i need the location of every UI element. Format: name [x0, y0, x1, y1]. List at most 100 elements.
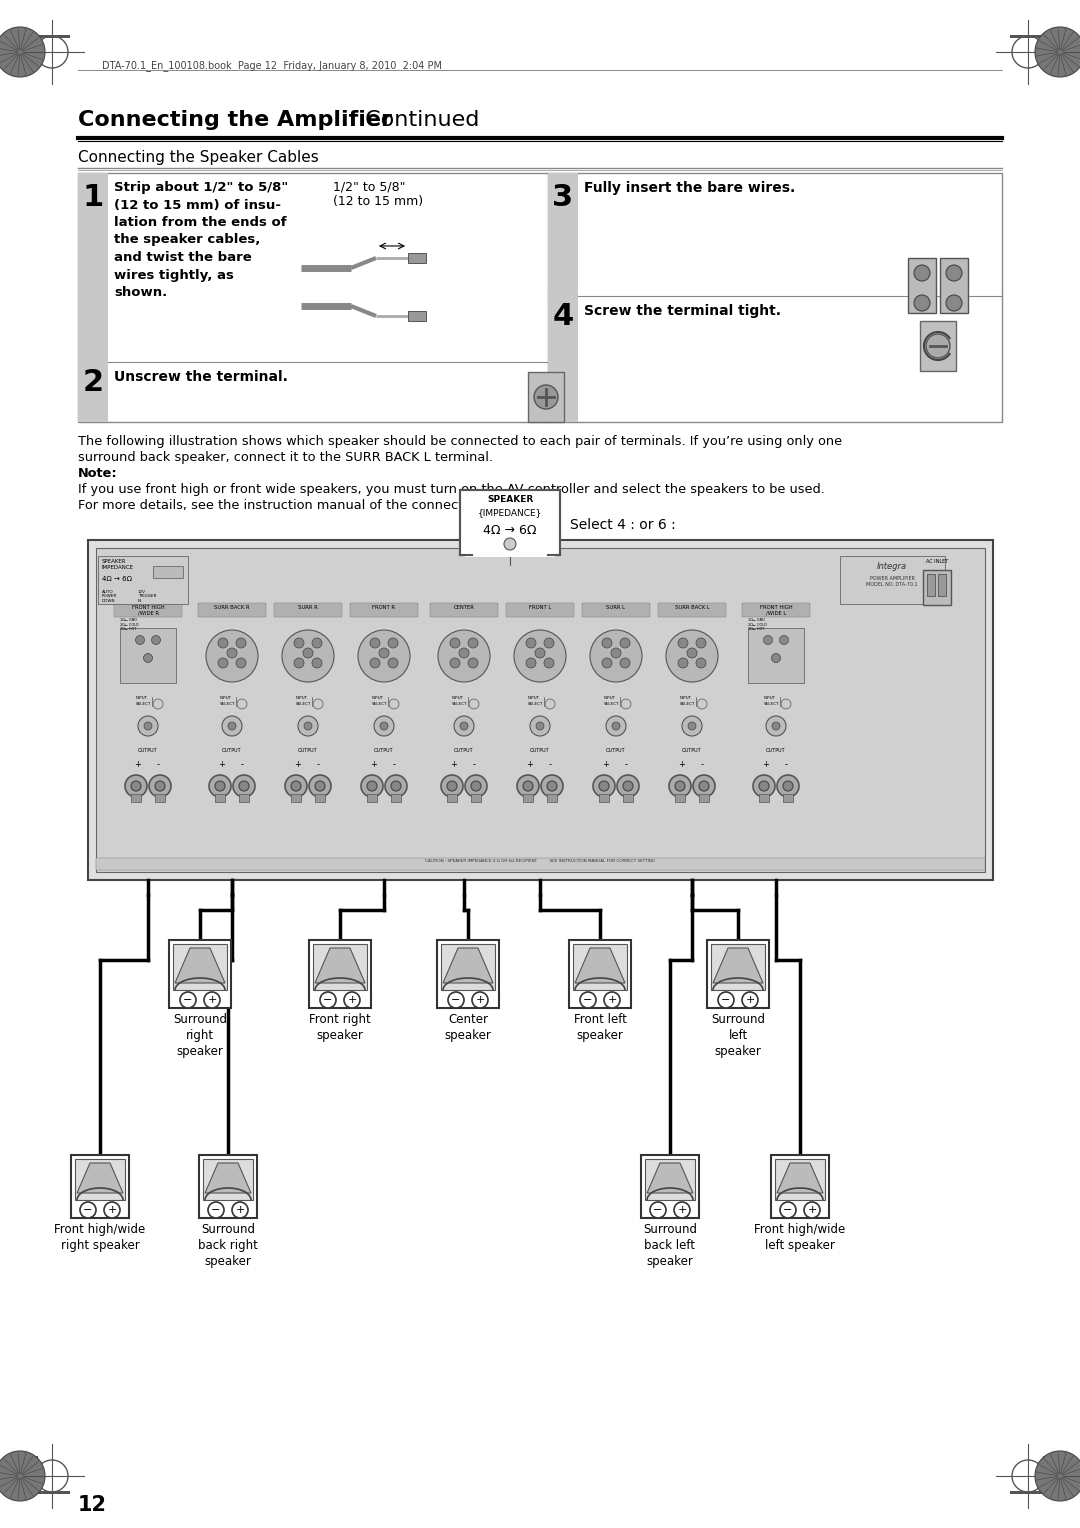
- Circle shape: [545, 698, 555, 709]
- Text: SPEAKER: SPEAKER: [487, 495, 534, 504]
- Bar: [131, 795, 141, 802]
- Circle shape: [379, 648, 389, 659]
- Bar: [707, 940, 769, 1008]
- Circle shape: [345, 992, 360, 1008]
- Bar: [582, 604, 650, 617]
- Polygon shape: [77, 1163, 123, 1193]
- Circle shape: [228, 723, 237, 730]
- Circle shape: [781, 698, 791, 709]
- Circle shape: [611, 648, 621, 659]
- Bar: [35, 1456, 38, 1491]
- Text: Front left
speaker: Front left speaker: [573, 1013, 626, 1042]
- Circle shape: [454, 717, 474, 736]
- Bar: [1010, 35, 1045, 38]
- Circle shape: [156, 781, 165, 792]
- Bar: [35, 1491, 70, 1493]
- Text: +: +: [607, 995, 617, 1005]
- Text: 12: 12: [78, 1494, 107, 1514]
- Circle shape: [309, 775, 330, 798]
- Circle shape: [438, 630, 490, 681]
- Text: AC INLET: AC INLET: [926, 559, 948, 564]
- Bar: [291, 795, 301, 802]
- Bar: [642, 1155, 699, 1218]
- Circle shape: [391, 781, 401, 792]
- Circle shape: [780, 636, 788, 645]
- Text: OUTPUT: OUTPUT: [683, 749, 702, 753]
- Text: +: +: [745, 995, 755, 1005]
- Circle shape: [526, 659, 536, 668]
- Text: SELECT: SELECT: [372, 701, 388, 706]
- Bar: [645, 1160, 696, 1199]
- Text: SELECT: SELECT: [528, 701, 543, 706]
- Text: +: +: [348, 995, 356, 1005]
- Text: OUTPUT: OUTPUT: [606, 749, 625, 753]
- Circle shape: [742, 992, 758, 1008]
- Text: SURR L: SURR L: [607, 605, 625, 610]
- Circle shape: [459, 648, 469, 659]
- Text: +: +: [450, 759, 458, 769]
- Text: Center
speaker: Center speaker: [445, 1013, 491, 1042]
- Text: Note:: Note:: [78, 468, 118, 480]
- Bar: [771, 1155, 829, 1218]
- Text: INPUT: INPUT: [528, 695, 540, 700]
- Bar: [658, 604, 726, 617]
- Text: −: −: [721, 995, 731, 1005]
- Circle shape: [696, 639, 706, 648]
- Text: INPUT: INPUT: [764, 695, 777, 700]
- Text: -: -: [701, 759, 703, 769]
- Circle shape: [946, 295, 962, 312]
- Text: −: −: [583, 995, 593, 1005]
- Bar: [408, 312, 426, 321]
- Text: 1Ω← GND
2Ω← COLD
3Ω← HOT: 1Ω← GND 2Ω← COLD 3Ω← HOT: [748, 617, 767, 631]
- Text: SELECT: SELECT: [296, 701, 311, 706]
- Circle shape: [227, 648, 237, 659]
- Text: +: +: [135, 759, 141, 769]
- Bar: [78, 173, 1002, 422]
- Bar: [548, 296, 578, 422]
- Circle shape: [772, 723, 780, 730]
- Circle shape: [367, 781, 377, 792]
- Text: OUTPUT: OUTPUT: [298, 749, 318, 753]
- Circle shape: [218, 639, 228, 648]
- Circle shape: [804, 1203, 820, 1218]
- Circle shape: [946, 264, 962, 281]
- Circle shape: [620, 639, 630, 648]
- Text: −: −: [323, 995, 333, 1005]
- Bar: [927, 575, 935, 596]
- Circle shape: [313, 698, 323, 709]
- Bar: [87, 539, 993, 880]
- Circle shape: [441, 775, 463, 798]
- Bar: [350, 604, 418, 617]
- Circle shape: [783, 781, 793, 792]
- Bar: [1042, 1456, 1045, 1491]
- Circle shape: [469, 698, 480, 709]
- Bar: [120, 628, 176, 683]
- Circle shape: [450, 639, 460, 648]
- Circle shape: [472, 992, 488, 1008]
- Text: SELECT: SELECT: [764, 701, 780, 706]
- Circle shape: [681, 717, 702, 736]
- Text: CAUTION : SPEAKER IMPEDANCE 4 Ω OR 6Ω-RECIPIENT          SEE INSTRUCTION MANUAL : CAUTION : SPEAKER IMPEDANCE 4 Ω OR 6Ω-RE…: [426, 859, 654, 863]
- Text: +: +: [107, 1206, 117, 1215]
- Bar: [447, 795, 457, 802]
- Circle shape: [465, 775, 487, 798]
- Bar: [430, 604, 498, 617]
- Circle shape: [104, 1203, 120, 1218]
- Text: For more details, see the instruction manual of the connected component.: For more details, see the instruction ma…: [78, 500, 561, 512]
- Bar: [98, 556, 188, 604]
- Polygon shape: [0, 28, 45, 76]
- Bar: [408, 254, 426, 263]
- Bar: [471, 795, 481, 802]
- Text: 4Ω → 6Ω: 4Ω → 6Ω: [483, 524, 537, 536]
- Text: Unscrew the terminal.: Unscrew the terminal.: [114, 370, 288, 384]
- Circle shape: [206, 630, 258, 681]
- Bar: [309, 940, 372, 1008]
- Bar: [1042, 35, 1045, 70]
- Text: -: -: [241, 759, 243, 769]
- Circle shape: [312, 639, 322, 648]
- Circle shape: [144, 654, 152, 663]
- Circle shape: [693, 775, 715, 798]
- Text: INPUT: INPUT: [604, 695, 616, 700]
- Bar: [153, 565, 183, 578]
- Circle shape: [504, 538, 516, 550]
